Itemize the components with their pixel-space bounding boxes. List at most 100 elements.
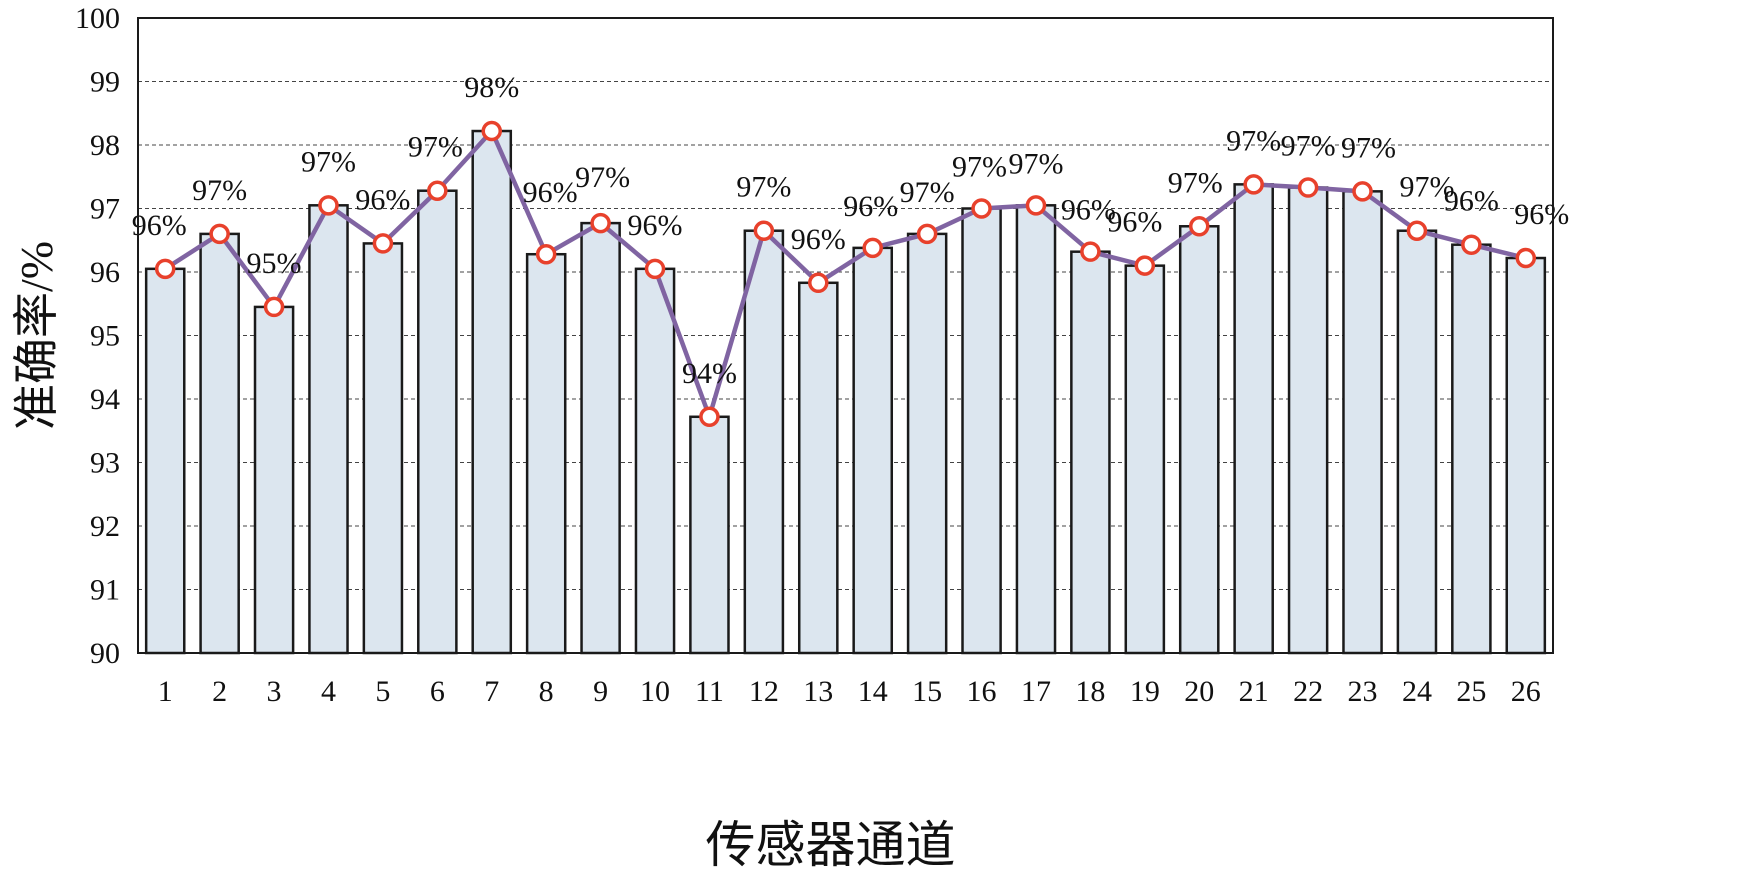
point-marker bbox=[699, 406, 720, 428]
x-tick-label: 1 bbox=[158, 675, 173, 708]
x-tick-label: 26 bbox=[1511, 675, 1541, 708]
data-label: 97% bbox=[192, 174, 247, 207]
bar bbox=[1178, 225, 1220, 655]
point-marker bbox=[1406, 220, 1428, 241]
point-marker bbox=[916, 223, 938, 245]
x-tick-label: 25 bbox=[1456, 675, 1486, 708]
point-marker bbox=[808, 272, 829, 294]
data-label: 97% bbox=[1226, 124, 1281, 157]
x-tick-label: 12 bbox=[749, 675, 779, 708]
data-label: 97% bbox=[1399, 171, 1454, 204]
y-tick-label: 98 bbox=[90, 129, 120, 162]
x-axis-ticks: 1 2 3 4 5 6 7 8 9 10 11 12 13 14 15 16 17 18 19 20 21 22 23 24 2… bbox=[158, 675, 1541, 708]
y-axis-label: 准确率/% bbox=[11, 241, 62, 430]
x-tick-label: 7 bbox=[484, 675, 499, 708]
x-tick-label: 14 bbox=[858, 675, 888, 708]
bar bbox=[580, 221, 621, 655]
point-marker bbox=[862, 237, 883, 259]
bar bbox=[1124, 264, 1166, 655]
point-marker bbox=[263, 296, 285, 318]
bar bbox=[743, 229, 785, 655]
data-label: 96% bbox=[1514, 198, 1569, 231]
x-axis-label: 传感器通道 bbox=[706, 817, 956, 873]
data-label: 97% bbox=[301, 145, 356, 178]
y-tick-label: 99 bbox=[90, 66, 120, 99]
x-tick-label: 20 bbox=[1184, 675, 1214, 708]
bar bbox=[634, 267, 676, 655]
x-tick-label: 23 bbox=[1348, 675, 1378, 708]
point-marker bbox=[209, 223, 230, 245]
y-tick-label: 97 bbox=[90, 193, 120, 226]
point-marker bbox=[481, 120, 502, 142]
point-marker bbox=[1461, 234, 1482, 255]
bar bbox=[1015, 204, 1057, 655]
y-tick-label: 100 bbox=[75, 2, 120, 35]
bar bbox=[1505, 256, 1547, 655]
bar bbox=[253, 305, 295, 655]
point-marker bbox=[1352, 181, 1373, 202]
y-tick-label: 95 bbox=[90, 320, 120, 353]
data-label: 97% bbox=[408, 131, 463, 164]
bar bbox=[471, 129, 513, 655]
data-label: 95% bbox=[247, 247, 302, 280]
x-tick-label: 22 bbox=[1293, 675, 1323, 708]
point-marker bbox=[1189, 216, 1210, 237]
bar bbox=[797, 281, 839, 655]
data-label: 94% bbox=[682, 357, 737, 390]
bar bbox=[525, 252, 567, 655]
point-marker bbox=[753, 220, 775, 241]
bar bbox=[417, 189, 458, 655]
data-label: 97% bbox=[952, 151, 1007, 184]
point-marker bbox=[535, 243, 557, 265]
x-tick-label: 16 bbox=[967, 675, 997, 708]
point-marker bbox=[644, 258, 666, 280]
bar bbox=[362, 242, 404, 655]
data-label: 96% bbox=[1444, 185, 1499, 218]
bar bbox=[906, 232, 948, 655]
x-tick-label: 8 bbox=[539, 675, 554, 708]
bar bbox=[144, 267, 186, 655]
data-label: 96% bbox=[1061, 194, 1116, 227]
y-tick-label: 96 bbox=[90, 256, 120, 289]
point-marker bbox=[1025, 195, 1047, 216]
bar bbox=[1451, 243, 1492, 655]
x-tick-label: 6 bbox=[430, 675, 445, 708]
y-axis-ticks: 90 91 92 93 94 95 96 97 98 99 100 bbox=[75, 2, 120, 670]
x-tick-label: 24 bbox=[1402, 675, 1432, 708]
markers bbox=[154, 120, 1537, 428]
point-marker bbox=[1297, 177, 1319, 198]
data-label: 96% bbox=[1107, 206, 1162, 239]
data-label: 97% bbox=[900, 176, 955, 209]
x-tick-label: 17 bbox=[1021, 675, 1051, 708]
bar bbox=[1287, 186, 1329, 655]
data-label: 98% bbox=[464, 71, 519, 104]
bar bbox=[1070, 250, 1111, 655]
x-tick-label: 5 bbox=[375, 675, 390, 708]
plot-frame bbox=[137, 17, 1554, 654]
x-tick-label: 11 bbox=[695, 675, 724, 708]
data-label: 97% bbox=[1281, 130, 1336, 163]
y-tick-label: 91 bbox=[90, 574, 120, 607]
x-tick-label: 9 bbox=[593, 675, 608, 708]
data-label: 96% bbox=[843, 190, 898, 223]
bar bbox=[961, 207, 1002, 655]
bar bbox=[308, 204, 349, 655]
x-tick-label: 18 bbox=[1075, 675, 1105, 708]
x-tick-label: 2 bbox=[212, 675, 227, 708]
point-marker bbox=[154, 258, 176, 280]
x-tick-label: 13 bbox=[803, 675, 833, 708]
point-marker bbox=[427, 180, 448, 201]
data-label: 96% bbox=[628, 209, 683, 242]
point-marker bbox=[1243, 174, 1264, 195]
data-label: 97% bbox=[1008, 147, 1063, 180]
x-tick-label: 15 bbox=[912, 675, 942, 708]
data-label: 97% bbox=[1168, 166, 1223, 199]
data-label: 97% bbox=[575, 161, 630, 194]
data-label: 96% bbox=[523, 176, 578, 209]
data-label: 97% bbox=[1341, 131, 1396, 164]
bar bbox=[852, 246, 894, 655]
point-marker bbox=[590, 212, 611, 234]
data-label: 97% bbox=[736, 171, 791, 204]
point-marker bbox=[318, 195, 339, 216]
